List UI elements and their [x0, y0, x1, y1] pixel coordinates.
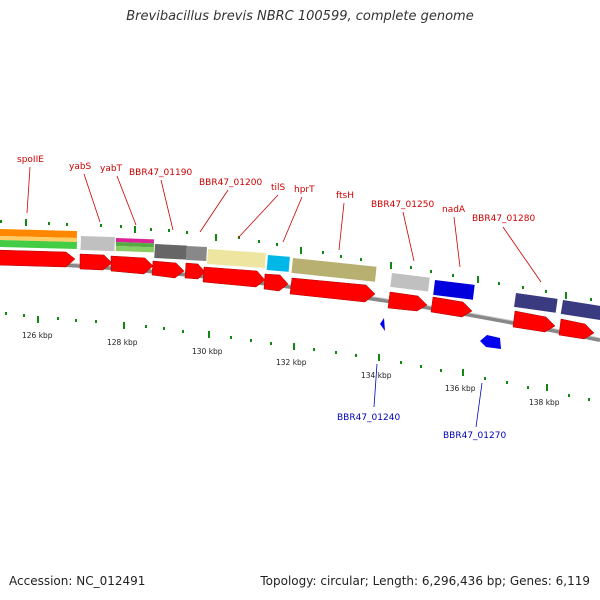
- tick-label: 130 kbp: [192, 347, 223, 356]
- forward-genes: [0, 249, 595, 340]
- gene-arrow: [480, 335, 501, 349]
- gene-arrow: [512, 310, 556, 333]
- tick-label: 136 kbp: [445, 384, 476, 393]
- feature-track: [0, 228, 600, 321]
- gene-arrow: [263, 273, 289, 292]
- map-title: Brevibacillus brevis NBRC 100599, comple…: [126, 9, 474, 24]
- gene-arrow: [110, 255, 154, 275]
- gene-label-BBR47_01280: BBR47_01280: [472, 214, 535, 224]
- label-leaders-reverse: [373, 363, 483, 428]
- gene-label-BBR47_01270: BBR47_01270: [443, 431, 506, 441]
- tick-label: 132 kbp: [276, 358, 307, 367]
- gene-label-hprT: hprT: [294, 185, 315, 195]
- label-leaders-forward: [26, 166, 542, 283]
- gene-label-yabS: yabS: [69, 162, 92, 172]
- gene-arrow: [202, 266, 266, 288]
- gene-label-BBR47_01250: BBR47_01250: [371, 200, 434, 210]
- tick-label: 138 kbp: [529, 398, 560, 407]
- gene-arrow: [0, 249, 76, 268]
- gene-label-BBR47_01200: BBR47_01200: [199, 178, 262, 188]
- gene-label-nadA: nadA: [442, 205, 466, 215]
- reverse-gene-labels: BBR47_01240 BBR47_01270: [337, 413, 506, 441]
- gene-arrow: [430, 296, 473, 318]
- gene-label-ftsH: ftsH: [336, 191, 354, 201]
- forward-gene-labels: spoIIE yabS yabT BBR47_01190 BBR47_01200…: [17, 155, 535, 224]
- gene-arrow: [558, 318, 595, 340]
- gene-arrow: [380, 318, 385, 331]
- tick-label: 128 kbp: [107, 338, 138, 347]
- gene-label-tilS: tilS: [271, 183, 286, 193]
- gene-label-yabT: yabT: [100, 164, 123, 174]
- tick-labels: 126 kbp 128 kbp 130 kbp 132 kbp 134 kbp …: [22, 331, 560, 407]
- gene-label-BBR47_01240: BBR47_01240: [337, 413, 400, 423]
- gene-arrow: [184, 262, 206, 280]
- gene-arrow: [151, 260, 185, 279]
- tick-label: 126 kbp: [22, 331, 53, 340]
- gene-arrow: [387, 291, 428, 312]
- gene-arrow: [79, 253, 113, 271]
- topology-text: Topology: circular; Length: 6,296,436 bp…: [260, 574, 590, 588]
- reverse-genes: [380, 318, 501, 349]
- gene-label-spoIIE: spoIIE: [17, 155, 44, 165]
- lower-ticks: [5, 312, 590, 401]
- gene-label-BBR47_01190: BBR47_01190: [129, 168, 192, 178]
- gene-arrow: [289, 277, 376, 303]
- accession-text: Accession: NC_012491: [9, 574, 146, 588]
